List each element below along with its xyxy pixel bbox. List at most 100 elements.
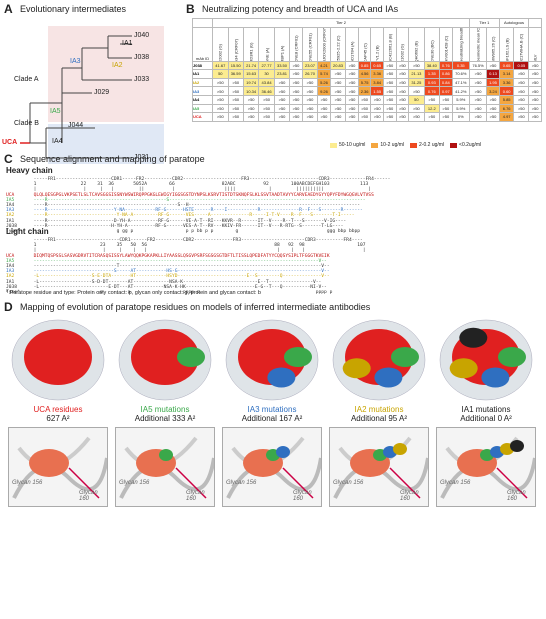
table-cell: 47.1% (451, 77, 470, 88)
panel-b-title: Neutralizing potency and breadth of UCA … (202, 4, 399, 14)
node-ia4: IA4 (52, 138, 63, 145)
alignment-line: IA4 ------------------------------T-----… (6, 264, 330, 270)
table-cell: 41.2% (451, 86, 470, 96)
table-cell: 5.74 (317, 69, 331, 79)
panel-a-title: Evolutionary intermediates (20, 4, 127, 14)
table-cell: 0.35 (451, 60, 470, 71)
table-cell: >50 (227, 112, 244, 122)
table-col-header: CNE30 (BC) (423, 26, 441, 62)
table-cell: >50 (345, 86, 359, 96)
glycan-156-label: Glycan 156 (440, 480, 471, 486)
table-cell: >50 (329, 77, 347, 88)
table-cell: >50 (289, 69, 303, 79)
table-cell: >50 (317, 94, 331, 105)
table-cell: 4.21 (317, 60, 331, 71)
table-cell: >50 (329, 103, 347, 114)
alignment-line: | | | | || | |||| | |||||||||| | (6, 187, 372, 193)
table-cell: 3.84 (370, 77, 384, 88)
table-cell: 23.81 (273, 69, 291, 79)
alignment-line: -----FR1--------------------CDR1-----FR2… (6, 177, 391, 182)
table-col-header: HIV001428 (C) (439, 26, 453, 62)
legend-item: 2-0.2 ug/ml (410, 142, 444, 148)
table-cell: >50 (513, 103, 530, 114)
table-cell: >50 (370, 103, 384, 114)
table-row: IA3 >50 >50 10.34 36.46 >50 >50 >50 9.26 >50 >50 2.… (191, 86, 542, 96)
table-cell: >50 (395, 86, 410, 96)
panel-b-label: B (186, 2, 195, 16)
table-cell: 9.26 (317, 86, 331, 96)
table-cell: 20.83 (329, 60, 347, 71)
cartoon-model: Glycan 156 Glycan 160 (436, 427, 536, 507)
alignment-line: IA3 -----------------------------S-----A… (6, 269, 330, 275)
model-area: Additional 167 A² (241, 414, 303, 423)
alignment-line: | | | | | | | | | (6, 248, 366, 254)
table-cell: >50 (528, 60, 542, 71)
table-cell: >50 (513, 77, 530, 88)
table-cell: >50 (273, 112, 291, 122)
mab-id-cell: IA4 (191, 94, 214, 105)
table-cell: >50 (439, 94, 453, 105)
mab-id-cell: IA2 (191, 77, 214, 88)
table-cell: 30 (258, 69, 275, 79)
table-cell: >50 (289, 60, 303, 71)
table-cell: >50 (227, 103, 244, 114)
table-col-header: CNE55 (CRF01) (301, 26, 319, 62)
table-cell: 0.65 (498, 60, 515, 71)
table-cell: 3.24 (486, 86, 500, 96)
table-col-header: X2002 (G) (212, 26, 229, 62)
model-caption: IA2 mutations Additional 95 A² (329, 405, 429, 423)
table-cell: 36.46 (258, 86, 275, 96)
alignment-line: IA2 ----R-------------------------Y-NA-A… (6, 213, 355, 219)
table-cell: 10.34 (242, 86, 260, 96)
glycan-160-label: Glycan 160 (507, 490, 526, 502)
table-cell: 2.36 (357, 86, 372, 96)
table-cell: 15.50 (227, 60, 244, 71)
table-cell: >50 (273, 86, 291, 96)
table-cell: >50 (329, 112, 347, 122)
table-col-header: CAP45 (C) (357, 26, 372, 62)
cartoon-model: Glycan 156 Glycan 160 (8, 427, 108, 507)
table-row: UCA >50 >50 >50 >50 >50 >50 >50 >50 >50 >50 >50 >50 >… (191, 112, 542, 122)
legend-item: 10-2 ug/ml (371, 142, 404, 148)
table-cell: >50 (423, 94, 441, 105)
alignment-line: IA4 ----R-------------------------------… (6, 203, 361, 209)
table-cell: >50 (513, 94, 530, 105)
table-cell: 23.07 (301, 60, 319, 71)
table-cell: >50 (528, 77, 542, 88)
table-cell: >50 (227, 86, 244, 96)
mab-id-cell: IA3 (191, 86, 214, 96)
glycan-160-label: Glycan 160 (186, 490, 205, 502)
table-cell: >50 (212, 112, 229, 122)
table-cell: >50 (289, 86, 303, 96)
table-cell: >50 (513, 69, 530, 79)
table-col-header: X1632 (G) (395, 26, 410, 62)
table-cell: >50 (212, 103, 229, 114)
table-cell: >50 (408, 112, 425, 122)
mab-id-cell: IA1 (191, 69, 214, 79)
table-cell: 0.76 (439, 60, 453, 71)
mab-id-cell: UCA (191, 112, 214, 122)
panel-c-title: Sequence alignment and mapping of parato… (20, 154, 205, 164)
table-cell: >50 (357, 112, 372, 122)
table-cell: >50 (383, 60, 397, 71)
glycan-156-label: Glycan 156 (333, 480, 364, 486)
table-cell: >50 (468, 94, 488, 105)
alignment-line: -----FR1-----------------------CDR1-----… (6, 238, 363, 243)
table-cell: >50 (370, 112, 384, 122)
table-cell: 0.85 (357, 60, 372, 71)
table-cell: >50 (383, 112, 397, 122)
table-cell: 70.6% (451, 69, 470, 79)
glycan-160-label: Glycan 160 (293, 490, 312, 502)
table-cell: 5.26 (317, 77, 331, 88)
mab-id-col: mAb ID (191, 26, 214, 62)
table-col-header: 25925-2.22 (C) (329, 26, 347, 62)
table-cell: 33.50 (273, 60, 291, 71)
clade-b-label: Clade B (14, 120, 39, 127)
table-cell: 0.60 (498, 86, 515, 96)
light-chain-alignment: -----FR1-----------------------CDR1-----… (6, 238, 366, 295)
table-cell: >50 (528, 86, 542, 96)
table-cell: >50 (528, 69, 542, 79)
table-cell: 6.76 (498, 103, 515, 114)
alignment-line: IA1 -L-------------------S-D-DT-------AT… (6, 279, 322, 285)
table-cell: >50 (258, 103, 275, 114)
